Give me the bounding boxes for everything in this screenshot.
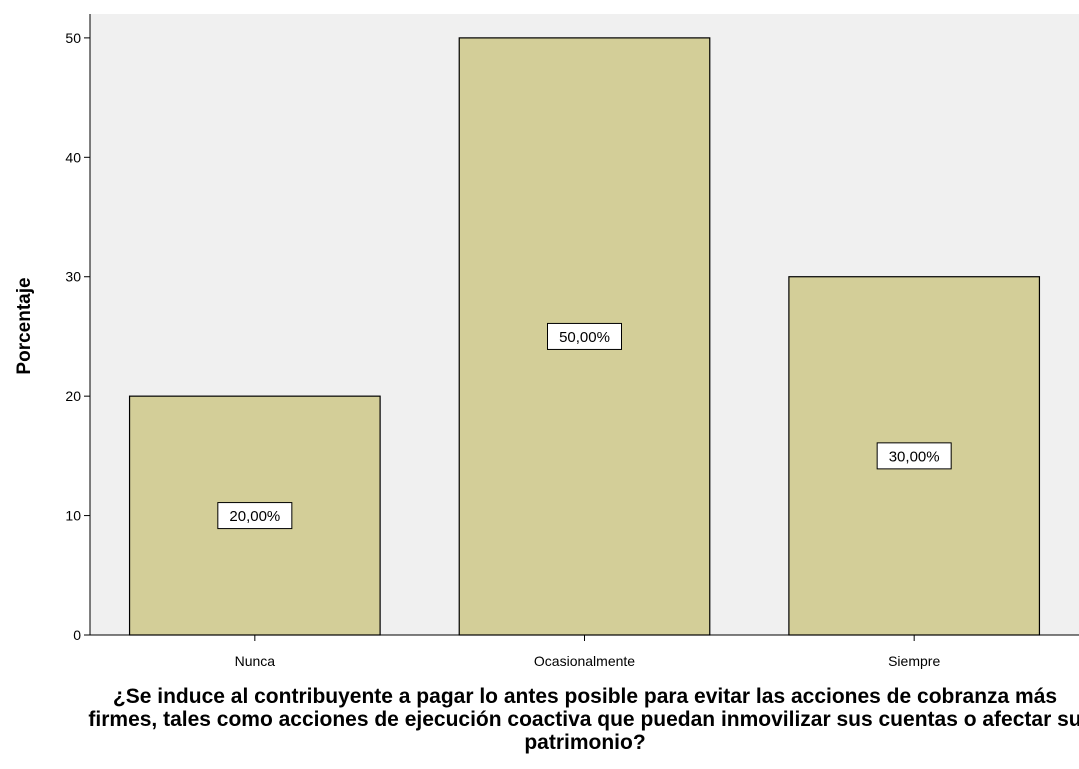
bars: 20,00% 50,00% 30,00% (128, 37, 1041, 636)
y-axis-title: Porcentaje (14, 277, 35, 374)
y-axis-ticks: 0 10 20 30 40 50 (65, 30, 90, 643)
x-tick-label: Nunca (235, 653, 276, 669)
y-tick-label: 20 (65, 388, 81, 404)
y-tick-label: 50 (65, 30, 81, 46)
data-label: 20,00% (229, 508, 280, 525)
y-tick-label: 10 (65, 508, 81, 524)
data-label-box (547, 322, 622, 350)
data-label: 30,00% (889, 448, 940, 465)
x-axis-ticks: Nunca Ocasionalmente Siempre (235, 635, 940, 669)
y-tick-label: 0 (73, 627, 81, 643)
x-axis-title: ¿Se induce al contribuyente a pagar lo a… (88, 685, 1079, 754)
data-label-box (217, 502, 293, 530)
bar-nunca (128, 395, 381, 636)
y-tick-label: 30 (65, 269, 81, 285)
x-tick-label: Ocasionalmente (534, 653, 635, 669)
data-label-box (876, 442, 952, 470)
y-tick-label: 40 (65, 149, 81, 165)
x-tick-label: Siempre (888, 653, 940, 669)
data-label: 50,00% (559, 329, 610, 346)
